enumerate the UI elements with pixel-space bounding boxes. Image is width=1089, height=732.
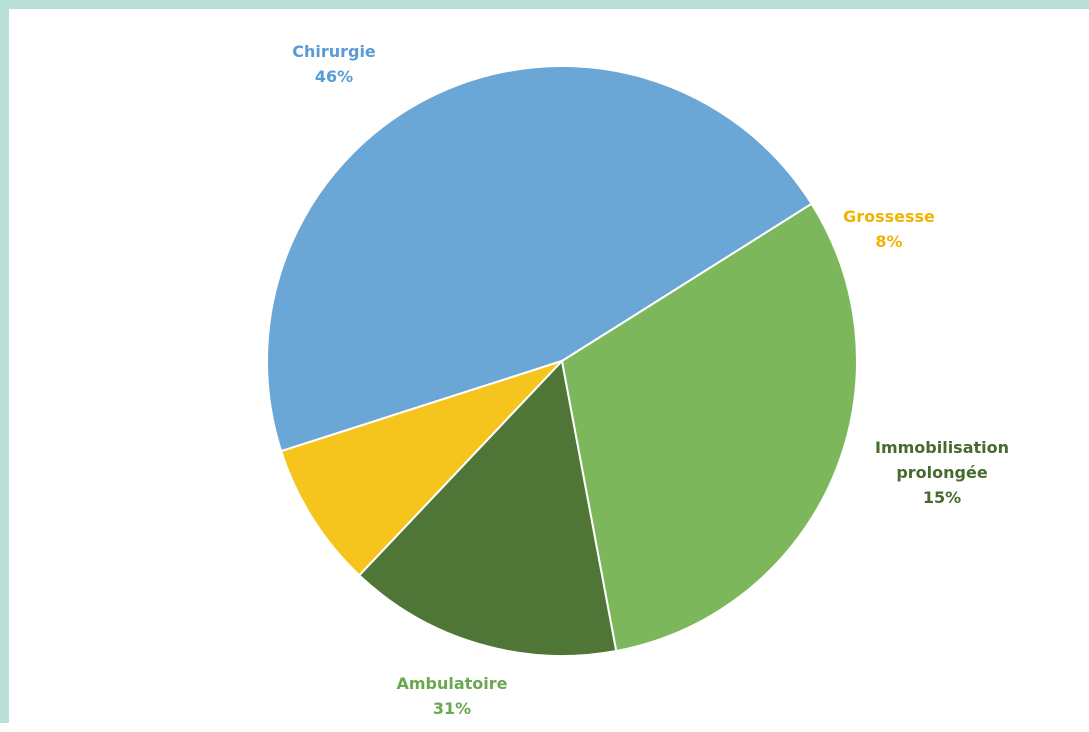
pie-value-label-chirurgie: 46% [315,67,353,86]
pie-label-ambulatoire: Ambulatoire 31% [396,674,507,718]
pie-label-line: Ambulatoire [396,674,507,693]
pie-label-grossesse: Grossesse 8% [843,207,935,251]
pie-value-label-grossesse: 8% [875,232,902,251]
pie-value-label-ambulatoire: 31% [433,699,471,718]
pie-slice-chirurgie [266,64,814,453]
pie-labels: Chirurgie 46% Grossesse 8% Immobilisation pro… [292,42,1009,718]
pie-label-line: Chirurgie [292,42,376,61]
pie-chart: Chirurgie 46% Grossesse 8% Immobilisation pro… [266,42,1009,718]
pie-value-label-immobilisation-prolongee: 15% [923,488,961,507]
pie-slice-immobilisation-prolongee [357,358,618,658]
pie-label-immobilisation-prolongee: Immobilisation prolongée 15% [875,438,1009,507]
pie-label-line: prolongée [896,463,988,482]
pie-label-chirurgie: Chirurgie 46% [292,42,376,86]
pie-slice-grossesse [279,360,563,577]
pie-slice-ambulatoire [560,202,858,653]
pie-label-line: Grossesse [843,207,935,226]
pie-slices [266,64,858,658]
pie-label-line: Immobilisation [875,438,1009,457]
